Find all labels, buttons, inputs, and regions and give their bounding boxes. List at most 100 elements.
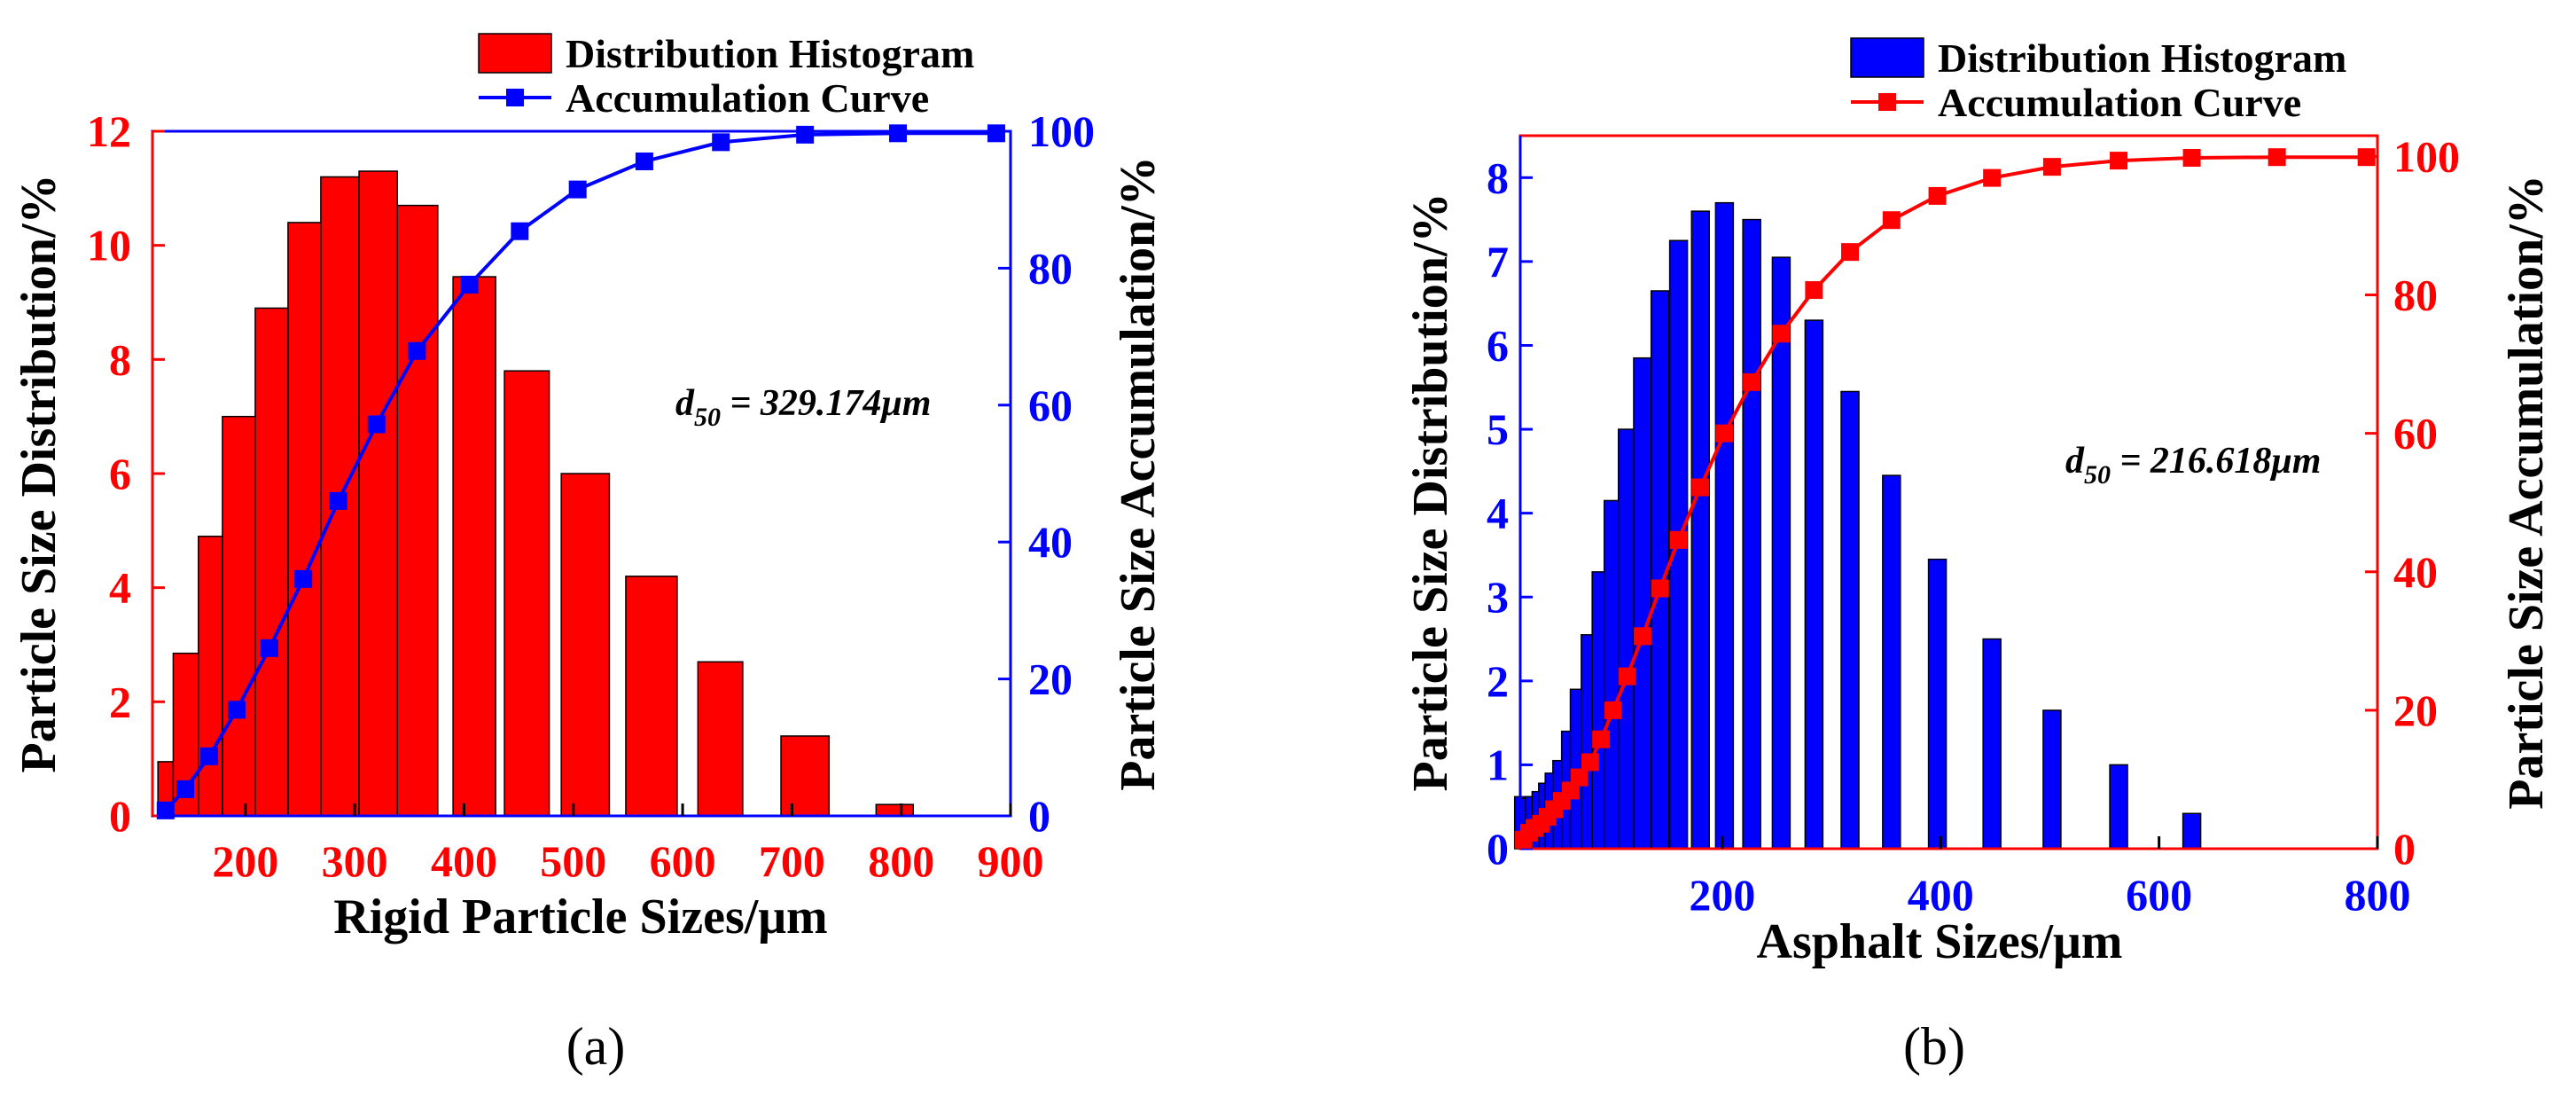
x-tick-label: 500 [540, 836, 606, 886]
y-left-tick-label: 8 [1487, 153, 1509, 202]
y-left-tick-label: 2 [109, 677, 131, 726]
panel-label: (b) [1903, 1017, 1965, 1076]
y-left-tick-label: 7 [1487, 237, 1509, 286]
accumulation-point [2042, 158, 2061, 176]
accumulation-point [1805, 281, 1823, 300]
x-tick-label: 300 [322, 836, 388, 886]
accumulation-point [367, 415, 386, 434]
y-right-tick-label: 40 [2393, 547, 2438, 597]
histogram-bar [358, 170, 398, 817]
d50-subscript: 50 [2084, 460, 2111, 490]
y-left-tick-label: 8 [109, 334, 131, 384]
accumulation-point [796, 125, 815, 144]
y-left-tick-label: 0 [109, 791, 131, 841]
panel-label: (a) [566, 1017, 626, 1076]
accumulation-point [1691, 478, 1710, 497]
legend-histogram-label: Distribution Histogram [566, 31, 974, 76]
histogram-bar [2182, 812, 2202, 850]
histogram-bar [2109, 764, 2128, 850]
x-tick-label: 200 [212, 836, 278, 886]
histogram-bar [1840, 390, 1860, 850]
x-tick-label: 200 [1689, 870, 1755, 920]
histogram-bar [1804, 319, 1824, 850]
accumulation-point [1570, 768, 1589, 787]
accumulation-point [2110, 152, 2128, 170]
histogram-bar [452, 276, 496, 817]
y-right-tick-label: 80 [2393, 270, 2438, 320]
histogram-bar [287, 222, 322, 817]
accumulation-point [1581, 753, 1599, 772]
y-left-tick-label: 6 [109, 449, 131, 498]
x-tick-label: 400 [1908, 870, 1974, 920]
accumulation-point [260, 639, 278, 657]
d50-prefix: d [2065, 441, 2085, 482]
accumulation-point [156, 801, 175, 819]
y-left-tick-label: 12 [87, 106, 131, 156]
y-right-tick-label: 100 [2393, 131, 2460, 181]
y-left-tick-label: 5 [1487, 404, 1509, 454]
panel-a: 0 2 4 6 8 10 12 0 20 40 60 80 100 200 300 400 500 600 700 8… [12, 31, 1166, 1076]
histogram-bar [875, 803, 915, 817]
d50-prefix: d [675, 383, 695, 424]
legend-histogram-swatch [1850, 37, 1924, 78]
legend-histogram-label: Distribution Histogram [1938, 35, 2346, 81]
accumulation-point [568, 180, 587, 199]
accumulation-point [1633, 627, 1651, 646]
accumulation-point [200, 747, 219, 765]
y-right-tick-label: 20 [1028, 654, 1073, 704]
accumulation-point [1983, 168, 2002, 187]
legend-curve-marker [506, 89, 524, 106]
histogram-bar [198, 536, 223, 817]
y-left-tick-label: 3 [1487, 572, 1509, 622]
histogram-bar [1742, 218, 1761, 850]
histogram-bar [2042, 709, 2062, 850]
y-left-axis-label: Particle Size Distribution/% [12, 174, 66, 772]
histogram-bars [157, 170, 915, 817]
d50-subscript: 50 [694, 403, 721, 432]
accumulation-point [888, 124, 907, 143]
accumulation-point [2182, 148, 2201, 167]
accumulation-point [1618, 667, 1636, 686]
accumulation-point [329, 491, 347, 510]
legend-curve-label: Accumulation Curve [566, 75, 929, 121]
accumulation-point [2357, 148, 2376, 167]
y-right-axis-label: Particle Size Accumulation/% [1111, 156, 1166, 790]
accumulation-point [712, 133, 730, 152]
histogram-bar [560, 473, 611, 817]
d50-annotation: d50 = 216.618μm [2065, 441, 2321, 490]
y-right-tick-label: 60 [2393, 409, 2438, 458]
y-right-tick-label: 60 [1028, 380, 1073, 430]
x-axis-label: Asphalt Sizes/μm [1757, 914, 2123, 969]
y-right-tick-label: 100 [1028, 106, 1095, 156]
histogram-bar [1633, 357, 1652, 850]
accumulation-point [511, 222, 529, 240]
histogram-bar [1927, 558, 1948, 850]
accumulation-point [460, 275, 479, 294]
x-tick-label: 900 [978, 836, 1044, 886]
accumulation-point [1651, 579, 1669, 598]
accumulation-point [176, 780, 194, 798]
y-right-tick-label: 80 [1028, 243, 1073, 293]
y-right-tick-label: 0 [1028, 791, 1050, 841]
histogram-bar [697, 661, 744, 817]
accumulation-point [227, 701, 246, 719]
d50-value: = 329.174μm [721, 383, 931, 424]
legend-histogram-swatch [478, 33, 552, 74]
accumulation-point [1592, 730, 1611, 748]
accumulation-point [2268, 148, 2286, 167]
accumulation-point [1604, 701, 1622, 719]
accumulation-point [1882, 211, 1901, 230]
y-left-tick-label: 2 [1487, 656, 1509, 706]
y-left-tick-label: 0 [1487, 824, 1509, 874]
x-tick-label: 600 [650, 836, 716, 886]
histogram-bars [1513, 201, 2202, 850]
x-tick-label: 800 [868, 836, 934, 886]
x-tick-label: 400 [431, 836, 497, 886]
histogram-bar [1982, 638, 2002, 850]
x-tick-label: 600 [2126, 870, 2192, 920]
y-right-tick-label: 0 [2393, 824, 2416, 874]
accumulation-point [408, 341, 426, 360]
